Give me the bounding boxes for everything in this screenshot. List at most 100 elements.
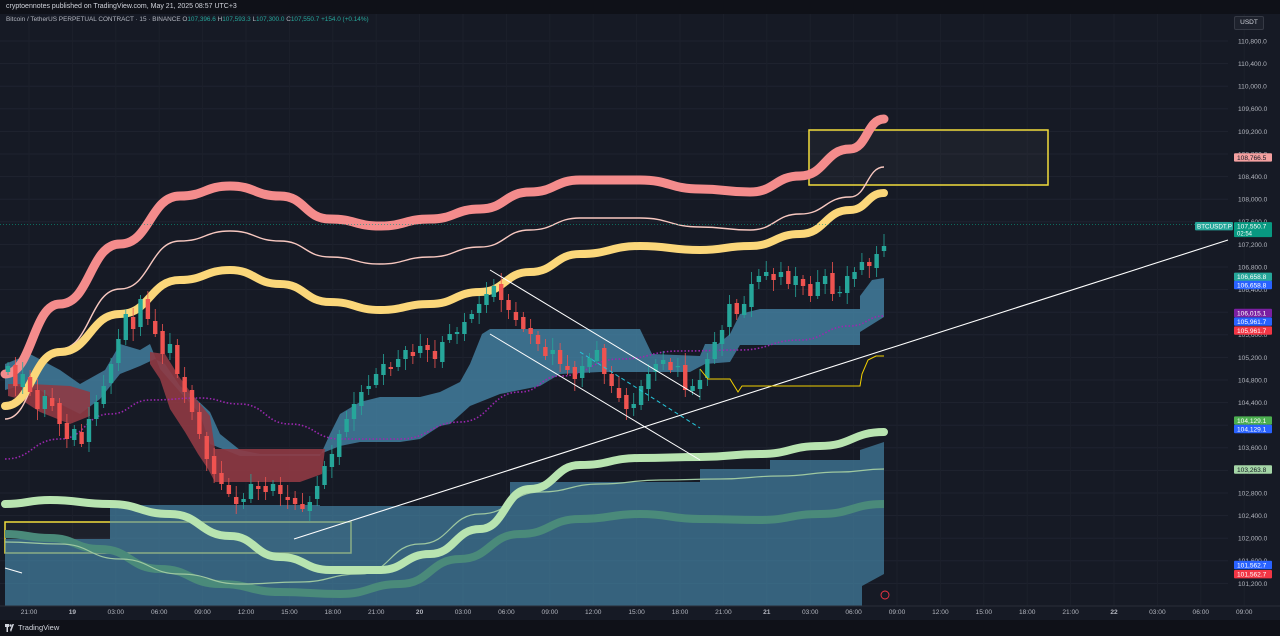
candle-body [734, 303, 739, 314]
candle-body [204, 436, 209, 459]
symbol-name: Bitcoin / TetherUS PERPETUAL CONTRACT · … [6, 16, 181, 23]
lower-band [1, 428, 888, 574]
price-tag-countdown: 02:54 [1237, 232, 1253, 238]
x-tick-label: 21 [763, 609, 771, 616]
candle-body [550, 350, 555, 354]
y-tick-label: 101,200.0 [1238, 581, 1268, 588]
red-cloud-mid [150, 352, 325, 482]
y-tick-label: 110,800.0 [1238, 38, 1267, 45]
candle-body [786, 271, 791, 284]
candle-body [837, 292, 843, 294]
price-tag-label: 106,658.8 [1237, 282, 1267, 289]
candle-body [778, 272, 784, 277]
y-tick-label: 108,400.0 [1238, 174, 1268, 181]
y-tick-label: 103,600.0 [1238, 445, 1268, 452]
trendline-support [293, 239, 1229, 540]
x-tick-label: 12:00 [238, 609, 255, 616]
y-tick-label: 104,800.0 [1238, 377, 1268, 384]
candle-body [476, 304, 482, 313]
price-tag-label: 103,263.8 [1237, 467, 1267, 474]
candle-body [20, 374, 25, 387]
x-tick-label: 15:00 [628, 609, 645, 616]
candle-body [756, 276, 762, 282]
candle-body [373, 374, 379, 385]
x-tick-label: 12:00 [932, 609, 949, 616]
price-tag [1234, 153, 1272, 162]
change-value: +154.0 (+0.14%) [321, 16, 369, 23]
candle-body [749, 284, 754, 307]
candles [5, 234, 887, 521]
candle-body [5, 366, 11, 372]
high-label: H [217, 16, 223, 23]
y-tick-label: 102,800.0 [1238, 490, 1268, 497]
candle-body [852, 272, 857, 279]
y-tick-label: 106,400.0 [1238, 287, 1268, 294]
upper-band [0, 114, 889, 379]
candle-body [108, 364, 114, 383]
candle-body [624, 395, 629, 409]
candle-body [462, 322, 467, 334]
upper-mid-band [4, 166, 885, 420]
candle-body [211, 456, 217, 474]
candle-body [719, 330, 725, 344]
lower-thin-band [4, 468, 885, 585]
candle-body [793, 276, 798, 285]
mid-cloud [5, 278, 884, 456]
x-tick-label: 21:00 [1062, 609, 1079, 616]
y-tick-label: 105,600.0 [1238, 332, 1268, 339]
open-value: 107,396.6 [187, 16, 216, 23]
candle-body [418, 346, 423, 353]
candle-body [366, 386, 371, 389]
x-tick-label: 15:00 [281, 609, 298, 616]
candle-body [130, 317, 136, 329]
candle-body [587, 358, 592, 367]
candle-body [557, 350, 563, 364]
candle-body [27, 377, 33, 392]
channel-lower-line [489, 333, 701, 461]
candle-body [189, 390, 195, 412]
x-tick-label: 21:00 [21, 609, 38, 616]
candle-body [167, 344, 173, 353]
open-label: O [182, 16, 188, 23]
candle-body [469, 314, 474, 319]
candle-body [572, 367, 578, 379]
x-tick-label: 19 [69, 609, 77, 616]
candle-body [138, 299, 143, 327]
candle-body [432, 351, 438, 359]
candle-body [300, 504, 305, 509]
candle-body [867, 262, 872, 266]
candle-body [344, 419, 349, 432]
price-tag [1234, 424, 1272, 434]
candle-body [447, 334, 452, 340]
candle-body [579, 366, 585, 378]
currency-button[interactable]: USDT [1234, 16, 1264, 30]
candle-body [594, 350, 600, 361]
candle-body [57, 403, 62, 424]
candle-body [727, 304, 732, 327]
candle-body [521, 317, 526, 329]
x-tick-label: 18:00 [1019, 609, 1036, 616]
candle-body [123, 314, 128, 340]
lower-band-dark [4, 500, 885, 599]
price-tag-label: 108,766.5 [1237, 155, 1267, 162]
left-edge-line [4, 567, 23, 574]
price-tag [1234, 416, 1272, 425]
candle-body [859, 262, 865, 270]
candle-body [808, 284, 813, 296]
price-tag-label: 104,129.1 [1237, 418, 1267, 425]
candle-body [499, 284, 504, 300]
candle-body [248, 484, 254, 499]
candle-body [153, 321, 158, 334]
low-value: 107,300.0 [256, 16, 285, 23]
chart-area[interactable]: 101,200.0101,600.0102,000.0102,400.0102,… [0, 14, 1280, 620]
candle-body [226, 485, 232, 494]
x-tick-label: 06:00 [845, 609, 862, 616]
symbol-tag-label: BTCUSDT.P [1197, 224, 1232, 231]
candle-body [631, 404, 636, 408]
price-chart[interactable]: 101,200.0101,600.0102,000.0102,400.0102,… [0, 14, 1280, 620]
drawings [0, 224, 1229, 600]
candle-body [13, 365, 18, 386]
candle-body [653, 364, 658, 372]
close-value: 107,550.7 [290, 16, 320, 23]
y-tick-label: 107,200.0 [1238, 242, 1268, 249]
